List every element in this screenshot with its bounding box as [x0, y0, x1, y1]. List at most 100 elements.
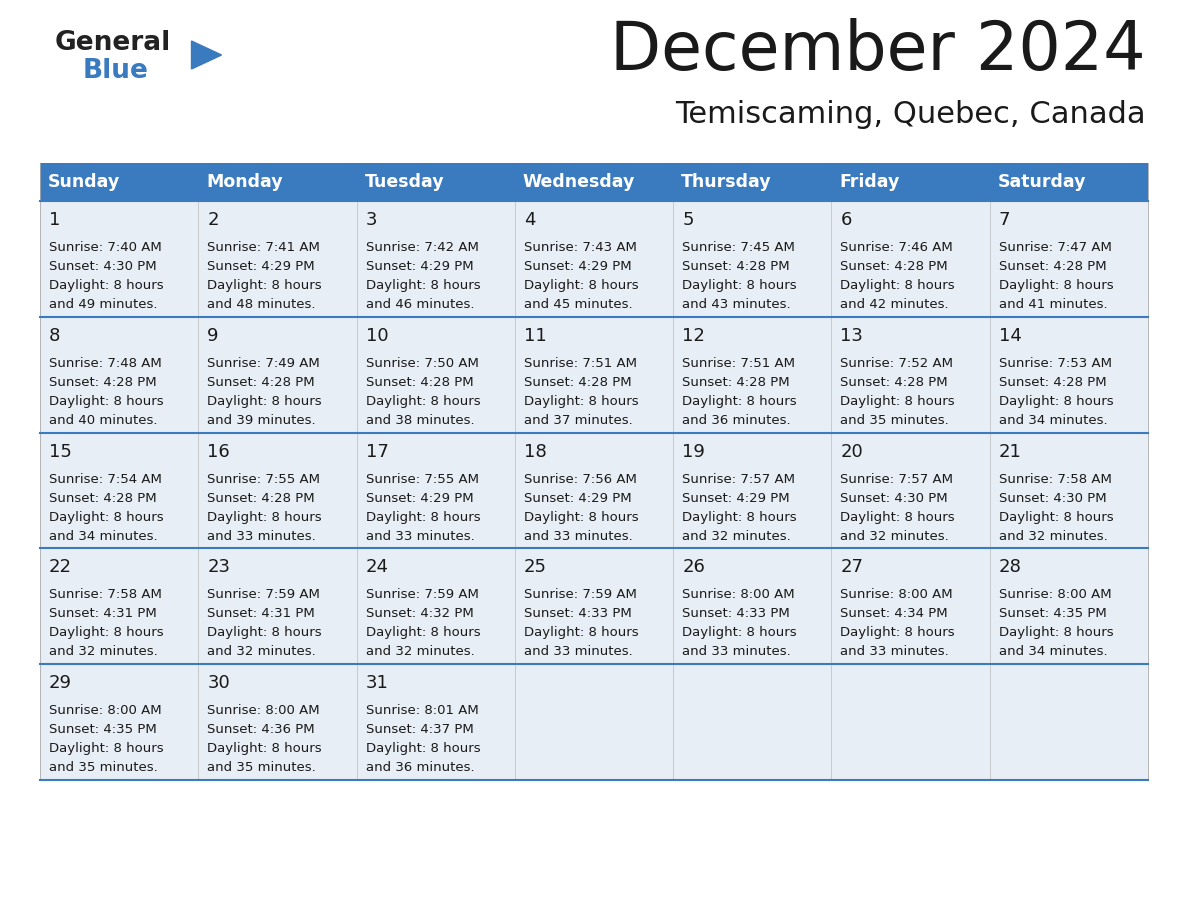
- Bar: [990, 548, 1148, 665]
- Text: 27: 27: [840, 558, 864, 577]
- Bar: [356, 665, 514, 780]
- Text: Sunset: 4:28 PM: Sunset: 4:28 PM: [840, 375, 948, 389]
- Bar: [356, 163, 514, 201]
- Text: Sunset: 4:36 PM: Sunset: 4:36 PM: [207, 723, 315, 736]
- Bar: [990, 163, 1148, 201]
- Text: Daylight: 8 hours: Daylight: 8 hours: [49, 742, 164, 756]
- Text: and 33 minutes.: and 33 minutes.: [366, 530, 474, 543]
- Text: Sunset: 4:33 PM: Sunset: 4:33 PM: [682, 608, 790, 621]
- Bar: [40, 163, 198, 201]
- Bar: [674, 665, 832, 780]
- Text: Daylight: 8 hours: Daylight: 8 hours: [49, 626, 164, 640]
- Text: and 46 minutes.: and 46 minutes.: [366, 298, 474, 311]
- Text: 26: 26: [682, 558, 704, 577]
- Bar: [514, 548, 674, 665]
- Text: Daylight: 8 hours: Daylight: 8 hours: [524, 395, 638, 408]
- Text: 14: 14: [999, 327, 1022, 345]
- Text: Sunrise: 7:55 AM: Sunrise: 7:55 AM: [207, 473, 321, 486]
- Text: Daylight: 8 hours: Daylight: 8 hours: [999, 626, 1113, 640]
- Text: and 45 minutes.: and 45 minutes.: [524, 298, 632, 311]
- Polygon shape: [191, 41, 221, 69]
- Text: Saturday: Saturday: [998, 173, 1086, 191]
- Text: Sunday: Sunday: [48, 173, 120, 191]
- Bar: [832, 317, 990, 432]
- Text: and 49 minutes.: and 49 minutes.: [49, 298, 158, 311]
- Bar: [40, 317, 198, 432]
- Text: Sunset: 4:28 PM: Sunset: 4:28 PM: [49, 492, 157, 505]
- Text: and 35 minutes.: and 35 minutes.: [840, 414, 949, 427]
- Text: 20: 20: [840, 442, 864, 461]
- Text: Sunrise: 8:00 AM: Sunrise: 8:00 AM: [207, 704, 320, 717]
- Text: Daylight: 8 hours: Daylight: 8 hours: [524, 626, 638, 640]
- Text: Sunrise: 7:45 AM: Sunrise: 7:45 AM: [682, 241, 795, 254]
- Text: and 33 minutes.: and 33 minutes.: [840, 645, 949, 658]
- Text: Sunrise: 7:53 AM: Sunrise: 7:53 AM: [999, 357, 1112, 370]
- Text: and 33 minutes.: and 33 minutes.: [524, 530, 632, 543]
- Text: Daylight: 8 hours: Daylight: 8 hours: [840, 510, 955, 523]
- Bar: [356, 548, 514, 665]
- Text: 23: 23: [207, 558, 230, 577]
- Text: Sunset: 4:28 PM: Sunset: 4:28 PM: [49, 375, 157, 389]
- Bar: [198, 432, 356, 548]
- Text: 16: 16: [207, 442, 230, 461]
- Text: 22: 22: [49, 558, 72, 577]
- Text: Tuesday: Tuesday: [365, 173, 444, 191]
- Text: 3: 3: [366, 211, 377, 229]
- Text: Daylight: 8 hours: Daylight: 8 hours: [840, 626, 955, 640]
- Text: 8: 8: [49, 327, 61, 345]
- Text: Sunset: 4:28 PM: Sunset: 4:28 PM: [524, 375, 632, 389]
- Bar: [198, 163, 356, 201]
- Text: 28: 28: [999, 558, 1022, 577]
- Text: 17: 17: [366, 442, 388, 461]
- Bar: [40, 201, 198, 317]
- Text: and 32 minutes.: and 32 minutes.: [682, 530, 791, 543]
- Bar: [990, 432, 1148, 548]
- Text: and 38 minutes.: and 38 minutes.: [366, 414, 474, 427]
- Bar: [832, 548, 990, 665]
- Bar: [198, 665, 356, 780]
- Text: 6: 6: [840, 211, 852, 229]
- Text: Sunrise: 7:57 AM: Sunrise: 7:57 AM: [682, 473, 795, 486]
- Text: 1: 1: [49, 211, 61, 229]
- Text: Sunset: 4:29 PM: Sunset: 4:29 PM: [366, 492, 473, 505]
- Text: Thursday: Thursday: [681, 173, 772, 191]
- Text: Sunrise: 7:54 AM: Sunrise: 7:54 AM: [49, 473, 162, 486]
- Text: Sunrise: 7:57 AM: Sunrise: 7:57 AM: [840, 473, 954, 486]
- Text: Sunset: 4:29 PM: Sunset: 4:29 PM: [207, 260, 315, 273]
- Text: Sunrise: 7:48 AM: Sunrise: 7:48 AM: [49, 357, 162, 370]
- Text: Sunset: 4:29 PM: Sunset: 4:29 PM: [366, 260, 473, 273]
- Text: Blue: Blue: [83, 58, 148, 84]
- Bar: [514, 432, 674, 548]
- Bar: [674, 201, 832, 317]
- Text: and 41 minutes.: and 41 minutes.: [999, 298, 1107, 311]
- Text: 30: 30: [207, 674, 230, 692]
- Text: Sunrise: 8:00 AM: Sunrise: 8:00 AM: [682, 588, 795, 601]
- Bar: [514, 201, 674, 317]
- Bar: [832, 201, 990, 317]
- Text: Daylight: 8 hours: Daylight: 8 hours: [207, 742, 322, 756]
- Text: and 42 minutes.: and 42 minutes.: [840, 298, 949, 311]
- Text: Daylight: 8 hours: Daylight: 8 hours: [524, 279, 638, 292]
- Text: and 37 minutes.: and 37 minutes.: [524, 414, 632, 427]
- Text: Sunset: 4:28 PM: Sunset: 4:28 PM: [682, 375, 790, 389]
- Text: Sunset: 4:28 PM: Sunset: 4:28 PM: [682, 260, 790, 273]
- Text: Sunrise: 7:52 AM: Sunrise: 7:52 AM: [840, 357, 954, 370]
- Text: Sunset: 4:31 PM: Sunset: 4:31 PM: [49, 608, 157, 621]
- Text: 25: 25: [524, 558, 546, 577]
- Text: and 32 minutes.: and 32 minutes.: [207, 645, 316, 658]
- Text: Sunset: 4:30 PM: Sunset: 4:30 PM: [49, 260, 157, 273]
- Text: Daylight: 8 hours: Daylight: 8 hours: [682, 395, 797, 408]
- Text: Daylight: 8 hours: Daylight: 8 hours: [682, 510, 797, 523]
- Text: 4: 4: [524, 211, 536, 229]
- Text: Sunset: 4:31 PM: Sunset: 4:31 PM: [207, 608, 315, 621]
- Bar: [990, 201, 1148, 317]
- Text: Monday: Monday: [207, 173, 283, 191]
- Text: Sunset: 4:28 PM: Sunset: 4:28 PM: [366, 375, 473, 389]
- Text: Sunrise: 7:41 AM: Sunrise: 7:41 AM: [207, 241, 320, 254]
- Text: Daylight: 8 hours: Daylight: 8 hours: [840, 279, 955, 292]
- Text: and 32 minutes.: and 32 minutes.: [366, 645, 474, 658]
- Text: Daylight: 8 hours: Daylight: 8 hours: [207, 279, 322, 292]
- Text: Sunset: 4:32 PM: Sunset: 4:32 PM: [366, 608, 473, 621]
- Bar: [832, 163, 990, 201]
- Bar: [832, 665, 990, 780]
